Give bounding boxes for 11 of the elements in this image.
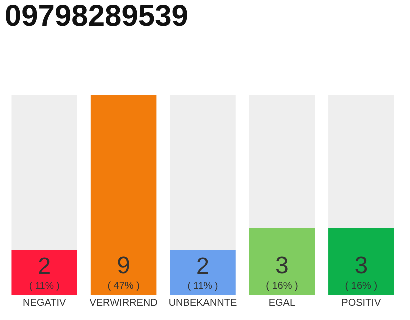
x-tick-label: EGAL xyxy=(268,298,296,309)
data-label: 3 ( 16% ) xyxy=(266,252,298,292)
chart-title: 09798289539 xyxy=(4,0,188,33)
x-tick-label: POSITIV xyxy=(342,298,382,309)
data-label: 9 ( 47% ) xyxy=(108,252,140,292)
x-tick-label: VERWIRREND xyxy=(90,298,158,309)
data-label: 3 ( 16% ) xyxy=(345,252,378,292)
x-tick-label: NEGATIV xyxy=(23,298,67,309)
x-tick-label: UNBEKANNTE xyxy=(168,298,238,309)
data-label: 2 ( 11% ) xyxy=(188,252,218,292)
data-label: 2 ( 11% ) xyxy=(29,252,60,292)
